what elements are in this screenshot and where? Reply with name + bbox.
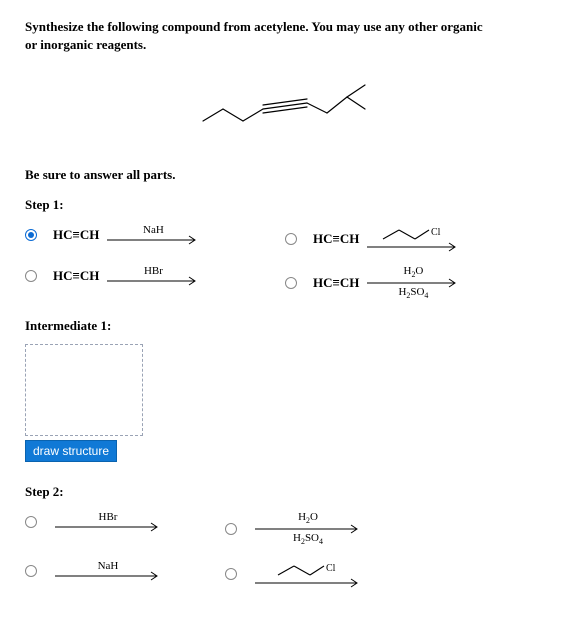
radio-icon xyxy=(25,270,37,282)
step2-choice-hbr[interactable]: HBr xyxy=(25,510,225,534)
starting-material: HC≡CH xyxy=(313,275,359,291)
cl-label: Cl xyxy=(326,563,336,574)
starting-material: HC≡CH xyxy=(53,227,99,243)
step2-choice-nah[interactable]: NaH xyxy=(25,559,225,583)
step2-choice-h2o-h2so4[interactable]: H2O H2SO4 xyxy=(225,510,425,548)
radio-icon xyxy=(25,229,37,241)
reagent-label: Cl xyxy=(272,561,344,579)
target-molecule xyxy=(25,75,555,139)
step1-choice-h2o-h2so4[interactable]: HC≡CH H2O H2SO4 xyxy=(285,264,545,302)
question-prompt: Synthesize the following compound from a… xyxy=(25,18,555,53)
step1-choice-hbr[interactable]: HC≡CH HBr xyxy=(25,264,285,288)
reagent-label-bottom: H2SO4 xyxy=(398,287,428,300)
intermediate-label: Intermediate 1: xyxy=(25,318,555,334)
step1-label: Step 1: xyxy=(25,197,555,213)
subprompt: Be sure to answer all parts. xyxy=(25,167,555,183)
radio-icon xyxy=(285,277,297,289)
prompt-line-1: Synthesize the following compound from a… xyxy=(25,19,483,34)
step1-choice-nah[interactable]: HC≡CH NaH xyxy=(25,223,285,247)
radio-icon xyxy=(225,568,237,580)
cl-label: Cl xyxy=(431,227,441,238)
step2-choices: HBr H2O H2SO4 NaH xyxy=(25,510,555,589)
step1-choice-propylcl[interactable]: HC≡CH Cl xyxy=(285,223,545,254)
structure-draw-box[interactable] xyxy=(25,344,143,436)
step1-choices: HC≡CH NaH HC≡CH xyxy=(25,223,555,302)
starting-material: HC≡CH xyxy=(313,231,359,247)
draw-structure-button[interactable]: draw structure xyxy=(25,440,117,462)
radio-icon xyxy=(25,516,37,528)
step2-label: Step 2: xyxy=(25,484,555,500)
starting-material: HC≡CH xyxy=(53,268,99,284)
radio-icon xyxy=(25,565,37,577)
reagent-label: Cl xyxy=(377,225,449,243)
radio-icon xyxy=(225,523,237,535)
prompt-line-2: or inorganic reagents. xyxy=(25,37,146,52)
reagent-label-bottom: H2SO4 xyxy=(293,533,323,546)
radio-icon xyxy=(285,233,297,245)
step2-choice-propylcl[interactable]: Cl xyxy=(225,559,425,590)
